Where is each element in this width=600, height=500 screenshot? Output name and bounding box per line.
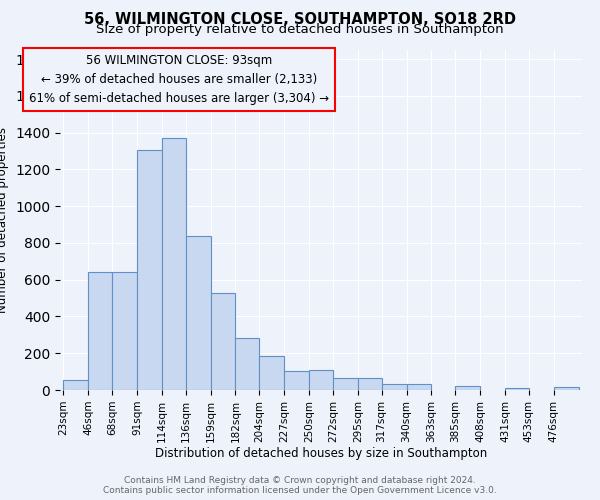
Bar xyxy=(505,388,529,390)
Bar xyxy=(554,387,579,390)
Text: Size of property relative to detached houses in Southampton: Size of property relative to detached ho… xyxy=(96,22,504,36)
Bar xyxy=(284,370,309,390)
Bar xyxy=(63,380,88,390)
Bar xyxy=(455,386,480,390)
Bar xyxy=(407,384,431,390)
Bar xyxy=(358,378,382,390)
Bar xyxy=(137,150,162,390)
Y-axis label: Number of detached properties: Number of detached properties xyxy=(0,127,10,313)
Text: Contains HM Land Registry data © Crown copyright and database right 2024.
Contai: Contains HM Land Registry data © Crown c… xyxy=(103,476,497,495)
Text: 56, WILMINGTON CLOSE, SOUTHAMPTON, SO18 2RD: 56, WILMINGTON CLOSE, SOUTHAMPTON, SO18 … xyxy=(84,12,516,28)
Text: 56 WILMINGTON CLOSE: 93sqm
← 39% of detached houses are smaller (2,133)
61% of s: 56 WILMINGTON CLOSE: 93sqm ← 39% of deta… xyxy=(29,54,329,105)
Bar xyxy=(259,356,284,390)
Bar xyxy=(88,272,112,390)
Bar xyxy=(112,272,137,390)
Bar xyxy=(309,370,333,390)
Bar xyxy=(235,338,259,390)
Bar xyxy=(185,236,211,390)
Bar xyxy=(211,292,235,390)
Bar xyxy=(382,384,407,390)
Bar xyxy=(162,138,185,390)
X-axis label: Distribution of detached houses by size in Southampton: Distribution of detached houses by size … xyxy=(155,448,487,460)
Bar xyxy=(333,378,358,390)
